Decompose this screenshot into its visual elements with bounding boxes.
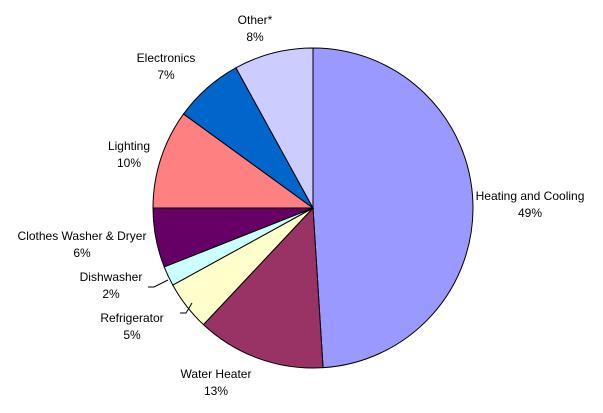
slice-pct-electronics: 7% <box>157 68 175 82</box>
slice-label-refrigerator: Refrigerator 5% <box>100 311 163 342</box>
slice-pct-other: 8% <box>246 30 264 44</box>
leaders-layer <box>148 279 193 314</box>
slice-pct-lighting: 10% <box>117 156 141 170</box>
slice-label-lighting: Lighting 10% <box>108 139 150 170</box>
slices-layer <box>152 47 474 369</box>
slice-label-heating-and-cooling: Heating and Cooling 49% <box>476 189 585 220</box>
slice-pct-dishwasher: 2% <box>102 287 120 301</box>
slice-label-clothes-washer-dryer: Clothes Washer & Dryer 6% <box>18 229 147 260</box>
pie-slice-water-heater <box>202 206 324 369</box>
slice-pct-water-heater: 13% <box>204 384 228 398</box>
slice-label-electronics: Electronics 7% <box>137 51 196 82</box>
pie-slice-other <box>235 47 314 209</box>
leader-line-dishwasher <box>148 279 169 288</box>
labels-layer: Heating and Cooling 49% Water Heater 13% Ref… <box>18 13 585 398</box>
slice-pct-clothes-washer-dryer: 6% <box>73 246 91 260</box>
slice-pct-refrigerator: 5% <box>123 328 141 342</box>
leader-line-refrigerator <box>180 302 193 314</box>
slice-label-other: Other* 8% <box>238 13 273 44</box>
pie-slice-lighting <box>152 113 315 209</box>
slice-label-water-heater: Water Heater 13% <box>181 367 252 398</box>
pie-slice-heating-and-cooling <box>312 47 474 369</box>
slice-label-dishwasher: Dishwasher 2% <box>80 270 143 301</box>
slice-pct-heating-and-cooling: 49% <box>518 206 542 220</box>
